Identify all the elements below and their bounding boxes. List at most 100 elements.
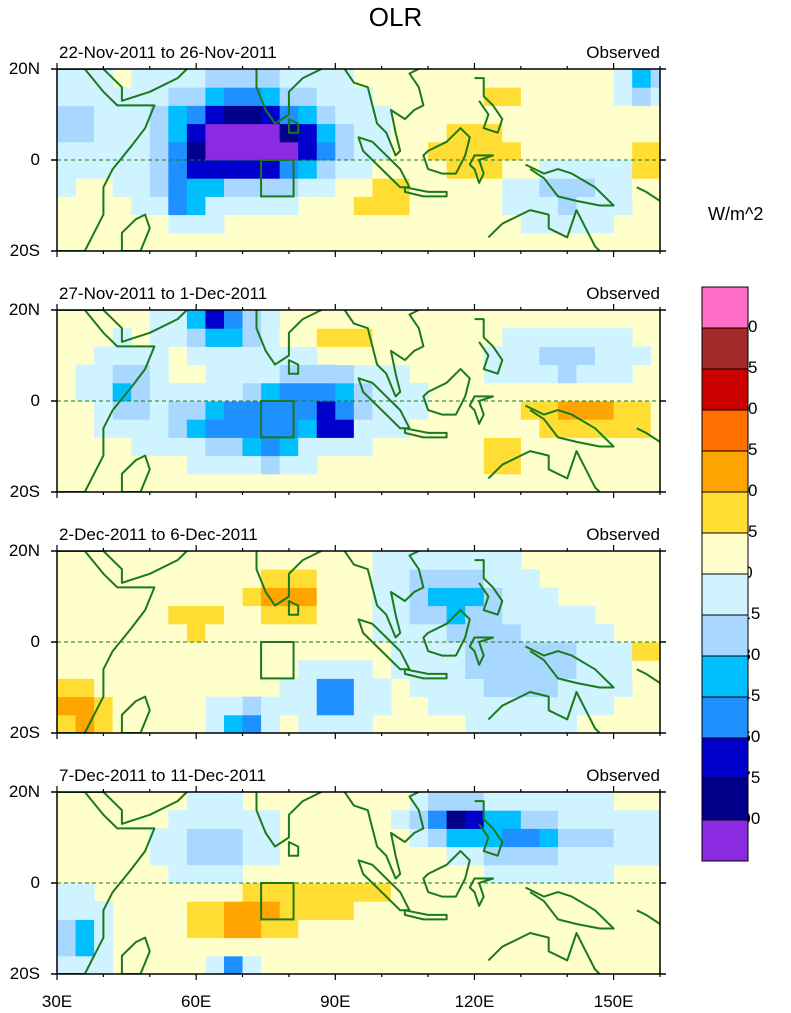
field-cell xyxy=(353,883,373,902)
field-cell xyxy=(539,346,559,366)
coastline-india xyxy=(228,792,322,848)
field-cell xyxy=(316,419,336,438)
field-cell xyxy=(242,714,262,733)
field-cell xyxy=(186,123,206,143)
field-cell xyxy=(298,123,318,143)
field-cell xyxy=(316,623,336,643)
field-cell xyxy=(446,196,466,216)
field-cell xyxy=(223,455,244,475)
field-cell xyxy=(446,660,466,679)
colorbar-swatch xyxy=(701,819,749,862)
field-cell xyxy=(316,123,336,143)
field-cell xyxy=(242,883,262,902)
field-cell xyxy=(298,901,318,920)
field-cell xyxy=(576,828,596,848)
field-cell xyxy=(223,123,244,143)
field-cell xyxy=(112,623,132,643)
field-cell xyxy=(539,587,559,607)
coastline-solomon xyxy=(636,668,660,684)
lat-label: 20S xyxy=(9,723,40,742)
field-cell xyxy=(650,123,660,143)
field-cell xyxy=(353,214,373,234)
field-cell xyxy=(353,310,373,329)
field-cell xyxy=(390,232,411,251)
field-cell xyxy=(483,660,503,679)
field-cell xyxy=(520,810,540,829)
field-cell xyxy=(595,178,615,197)
field-cell xyxy=(409,123,429,143)
field-cell xyxy=(112,605,132,625)
field-cell xyxy=(186,105,206,125)
field-cell xyxy=(261,178,281,197)
field-cell xyxy=(316,846,336,866)
field-cell xyxy=(353,678,373,698)
field-cell xyxy=(242,141,262,161)
field-cell xyxy=(242,401,262,420)
field-cell xyxy=(186,196,206,216)
field-cell xyxy=(335,123,355,143)
field-cell xyxy=(335,105,355,125)
field-cell xyxy=(335,714,355,733)
field-cell xyxy=(353,901,373,920)
field-cell xyxy=(520,660,540,679)
field-cell xyxy=(539,437,559,457)
field-cell xyxy=(650,141,660,161)
field-cell xyxy=(205,214,225,234)
field-cell xyxy=(279,196,299,216)
field-cell xyxy=(242,69,262,88)
field-cell xyxy=(632,401,652,420)
field-cell xyxy=(576,196,596,216)
field-cell xyxy=(205,792,225,811)
colorbar-swatch xyxy=(701,450,749,493)
field-cell xyxy=(168,810,188,829)
field-cell xyxy=(149,401,169,420)
field-cell xyxy=(149,846,169,866)
field-cell xyxy=(557,605,578,625)
field-cell xyxy=(316,605,336,625)
field-cell xyxy=(242,828,262,848)
field-cell xyxy=(316,310,336,329)
field-cell xyxy=(335,419,355,438)
field-cell xyxy=(632,123,652,143)
field-cell xyxy=(557,828,578,848)
field-cell xyxy=(465,178,485,197)
field-cell xyxy=(595,623,615,643)
field-cell xyxy=(261,69,281,88)
field-cell xyxy=(576,160,596,179)
field-cell xyxy=(168,864,188,884)
field-cell xyxy=(446,792,466,811)
field-cell xyxy=(539,69,559,88)
field-cell xyxy=(613,678,633,698)
field-cell xyxy=(409,551,429,570)
coastline-africa xyxy=(57,69,156,251)
field-cell xyxy=(186,401,206,420)
field-cell xyxy=(557,178,578,197)
field-cell xyxy=(520,569,540,588)
coastline-java xyxy=(403,668,448,680)
field-cell xyxy=(149,310,169,329)
field-cell xyxy=(149,69,169,88)
field-cell xyxy=(335,937,355,957)
coastline-australia xyxy=(487,691,601,733)
field-cell xyxy=(223,792,244,811)
field-cell xyxy=(298,87,318,106)
field-cell xyxy=(557,678,578,698)
field-cell xyxy=(632,642,652,661)
field-cell xyxy=(335,178,355,197)
field-cell xyxy=(94,714,114,733)
field-cell xyxy=(428,828,448,848)
field-cell xyxy=(205,696,225,716)
field-cell xyxy=(316,141,336,161)
field-cell xyxy=(149,105,169,125)
field-cell xyxy=(595,696,615,716)
field-cell xyxy=(520,419,540,438)
field-cell xyxy=(372,123,392,143)
field-cell xyxy=(446,696,466,716)
field-cell xyxy=(335,901,355,920)
colorbar-swatch xyxy=(701,655,749,698)
field-cell xyxy=(279,419,299,438)
lat-label: 0 xyxy=(30,632,40,651)
field-cell xyxy=(112,178,132,197)
field-cell xyxy=(557,123,578,143)
field-cell xyxy=(446,810,466,829)
